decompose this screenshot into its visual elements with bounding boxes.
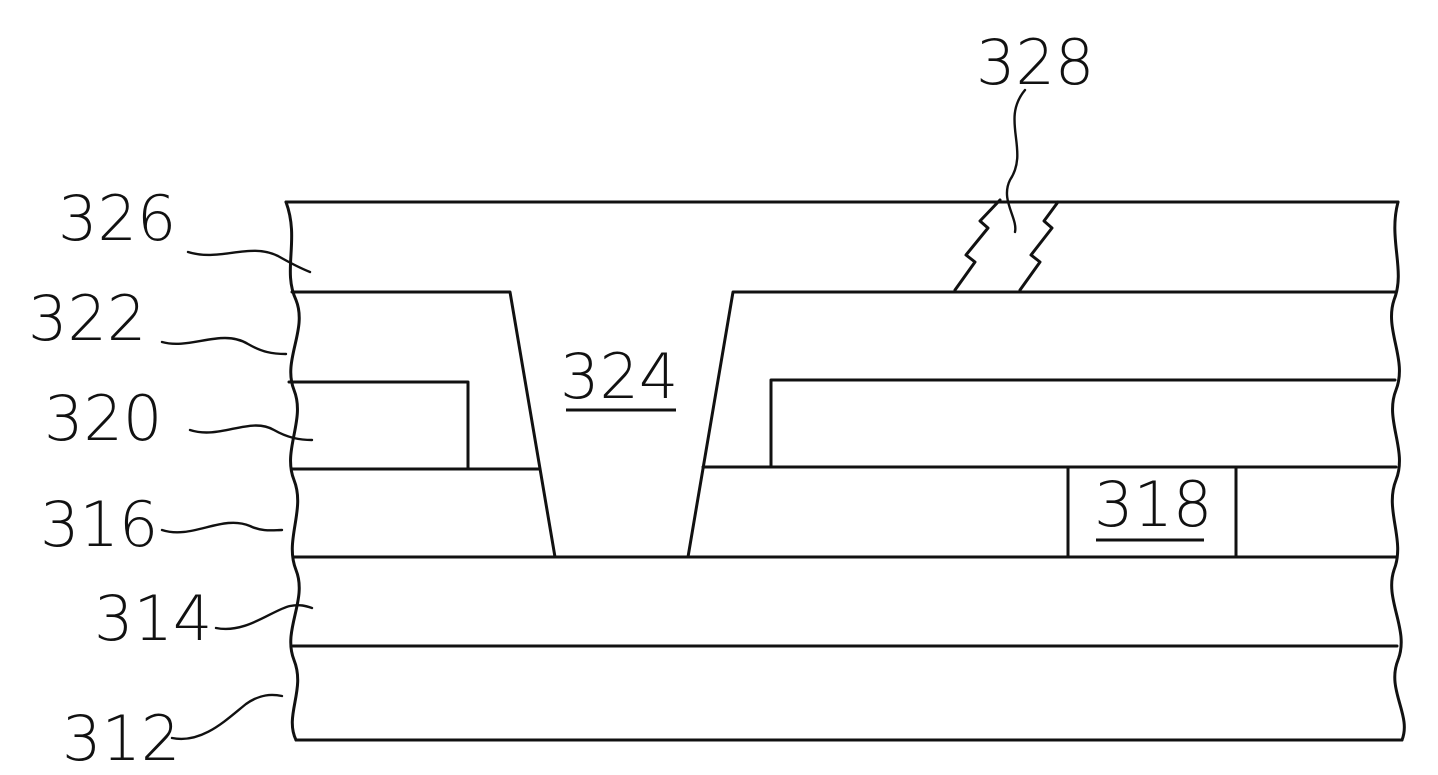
layer-322-right-top xyxy=(688,292,1395,557)
crack-328-second xyxy=(1020,202,1058,290)
leader-316 xyxy=(162,523,282,533)
label-314: 314 xyxy=(94,582,212,655)
crack-328 xyxy=(955,200,1000,290)
leader-328 xyxy=(1007,90,1025,232)
label-322: 322 xyxy=(28,282,146,355)
label-328: 328 xyxy=(976,26,1094,99)
label-312: 312 xyxy=(62,702,180,775)
label-320: 320 xyxy=(44,382,162,455)
label-324: 324 xyxy=(560,340,678,413)
leader-322 xyxy=(162,338,286,354)
left-break-edge xyxy=(286,202,299,740)
layer-320-left-block xyxy=(289,382,468,469)
label-318: 318 xyxy=(1094,468,1212,541)
leader-312 xyxy=(172,695,282,739)
label-316: 316 xyxy=(40,488,158,561)
label-326: 326 xyxy=(58,182,176,255)
layer-322-left-top xyxy=(292,292,555,557)
right-break-edge xyxy=(1391,202,1404,740)
layer-320-right-block xyxy=(771,380,1395,467)
